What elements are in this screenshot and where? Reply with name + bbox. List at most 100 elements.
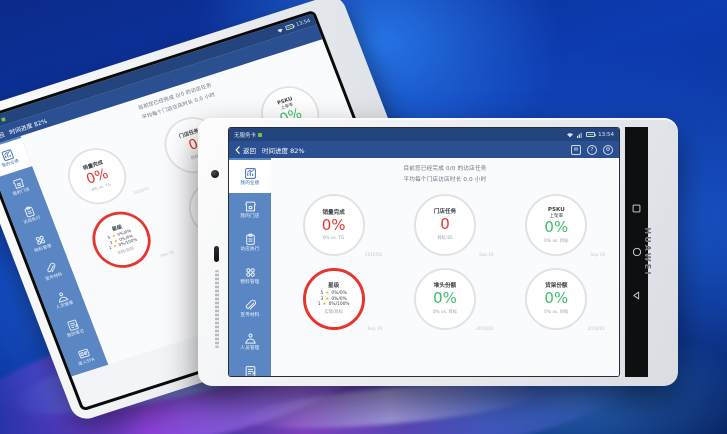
chart-icon: [244, 167, 257, 180]
paperclip-icon: [244, 299, 257, 312]
recent-apps-icon[interactable]: [632, 204, 641, 213]
kpi-card-grid: 销量完成 0% 0% vs. TG 2016/02 门店任务 0 目标:85 Sep 19 PS…: [279, 189, 611, 335]
wifi-icon-back: [277, 28, 283, 33]
note-icon: [65, 318, 81, 333]
sidebar-item-label: 访店执行: [240, 246, 260, 252]
sidebar-item-6[interactable]: 人员管理: [229, 325, 271, 358]
kpi-title: 货架份额: [545, 283, 568, 290]
star-rating-row: 3 ★ 0%/0%: [320, 297, 346, 302]
back-triangle-icon[interactable]: [632, 291, 641, 300]
sidebar-nav-back[interactable]: 我的业绩 我的门店 访店执行 物料管理 宣传材料 人员管理 我的笔记 进入SFA: [0, 136, 109, 377]
app-title: 时间进度 82%: [262, 146, 305, 155]
chart-icon: [0, 148, 15, 163]
kpi-title: 门店任务: [433, 209, 457, 216]
appbar-tools: ✉ ? ⚙: [571, 144, 613, 155]
tablet-front-screen: 无服务卡 13:54 返回 时间进度 82% ✉: [228, 127, 620, 377]
back-label-back: 返回: [0, 130, 6, 142]
sidebar-item-3[interactable]: 访店执行: [6, 195, 54, 235]
kpi-footer: 0% vs. 目标: [544, 310, 569, 316]
sidebar-item-2[interactable]: 我的门店: [229, 193, 271, 226]
sidebar-item-4[interactable]: 物料管理: [17, 223, 65, 263]
speaker-grille: [215, 270, 219, 348]
kpi-date: 2016/02: [476, 326, 494, 332]
kpi-title: 星级: [328, 283, 340, 290]
battery-icon-back: [284, 23, 295, 31]
brand-logo: HUAWEI: [642, 227, 652, 277]
kpi-card[interactable]: 星级 5 ★ 0%/0% 3 ★ 0%/0% 1 ★ 0%/100% 实际/目标 Sep 19: [279, 263, 388, 335]
kpi-ring: 星级 5 ★ 0%/0% 3 ★ 0%/0% 1 ★ 0%/100% 实际/目标: [84, 204, 160, 276]
battery-icon: [586, 132, 596, 137]
help-icon[interactable]: ?: [587, 144, 597, 155]
sidebar-item-5[interactable]: 宣传材料: [229, 292, 271, 325]
kpi-footer: 0% vs. TG: [322, 235, 345, 241]
volume-button[interactable]: [214, 246, 219, 262]
kpi-title: 堆头份额: [433, 283, 457, 290]
sidebar-item-5[interactable]: 宣传材料: [28, 251, 76, 291]
message-icon[interactable]: ✉: [571, 144, 581, 155]
app-screen-back: 无服务卡 13:54 返回 时间进度 82%: [0, 13, 422, 407]
clock-label: 13:54: [598, 131, 614, 138]
sidebar-item-1[interactable]: 我的业绩: [229, 160, 271, 193]
back-button[interactable]: 返回: [235, 145, 256, 155]
star-level: 5: [320, 291, 324, 297]
status-icons-back: 13:54: [276, 18, 311, 34]
sidebar-item-1[interactable]: 我的业绩: [0, 137, 33, 178]
sim-icon: [258, 132, 263, 137]
sidebar-item-7[interactable]: 我的笔记: [50, 308, 98, 348]
kpi-title: PSKU: [547, 206, 565, 213]
sidebar-item-4[interactable]: 物料管理: [229, 259, 271, 292]
status-bar: 无服务卡 13:54: [229, 128, 619, 141]
summary-line-1: 目前您已经完成 0/0 的访店任务: [403, 166, 487, 172]
wifi-icon: [567, 132, 574, 137]
app-bar: 返回 时间进度 82% ✉ ? ⚙: [229, 141, 619, 158]
star-value: 0%/100%: [328, 302, 350, 308]
kpi-ring: 销量完成 0% 0% vs. TG: [302, 194, 365, 257]
store-icon: [244, 200, 257, 213]
star-rating-list: 5 ★ 0%/0% 3 ★ 0%/0% 1 ★ 0%/100%: [318, 291, 350, 307]
home-circle-icon[interactable]: [632, 247, 642, 257]
settings-icon[interactable]: ⚙: [603, 144, 613, 155]
kpi-ring: 销量完成 0% 0% vs. TG: [59, 141, 135, 212]
star-rating-row: 1 ★ 0%/100%: [318, 302, 350, 307]
store-icon: [10, 176, 26, 191]
grid-icon: [32, 233, 48, 248]
kpi-ring: 星级 5 ★ 0%/0% 3 ★ 0%/0% 1 ★ 0%/100% 实际/目标: [302, 268, 365, 331]
kpi-title: 销量完成: [322, 209, 345, 216]
sidebar-item-3[interactable]: 访店执行: [229, 226, 271, 259]
kpi-card[interactable]: 销量完成 0% 0% vs. TG 2016/02: [279, 189, 388, 261]
sidebar-item-2[interactable]: 我的门店: [0, 166, 43, 206]
kpi-value: 0%: [321, 215, 346, 234]
paperclip-icon: [43, 261, 59, 276]
star-icon: ★: [325, 291, 330, 297]
sim-icon-back: [0, 116, 6, 122]
chevron-left-icon: [235, 145, 240, 154]
sidebar-item-8[interactable]: 进入SFA: [61, 336, 109, 376]
front-camera: [211, 170, 219, 178]
kpi-date: Sep 19: [590, 252, 605, 258]
star-value: 0%/0%: [331, 296, 347, 302]
sidebar-item-6[interactable]: 人员管理: [39, 280, 87, 320]
note-icon: [244, 365, 257, 376]
back-label: 返回: [243, 146, 256, 155]
star-value: 0%/0%: [331, 291, 347, 297]
people-icon: [54, 289, 70, 304]
sidebar-item-label: 物料管理: [240, 279, 260, 285]
sidebar-item-7[interactable]: 我的笔记: [229, 358, 271, 376]
sidebar-item-label: 宣传材料: [240, 312, 260, 318]
carrier-label: 无服务卡: [234, 132, 257, 139]
summary-line-2: 平均每个门店访店时长 0.0 小时: [403, 176, 487, 183]
status-bar-back: 无服务卡 13:54: [0, 13, 317, 134]
summary-block: 目前您已经完成 0/0 的访店任务 平均每个门店访店时长 0.0 小时: [279, 164, 611, 185]
status-carrier: 无服务卡: [234, 131, 263, 139]
kpi-footer: 目标:85: [437, 236, 453, 242]
kpi-date: Sep 19: [367, 326, 383, 332]
grid-icon: [244, 266, 257, 279]
